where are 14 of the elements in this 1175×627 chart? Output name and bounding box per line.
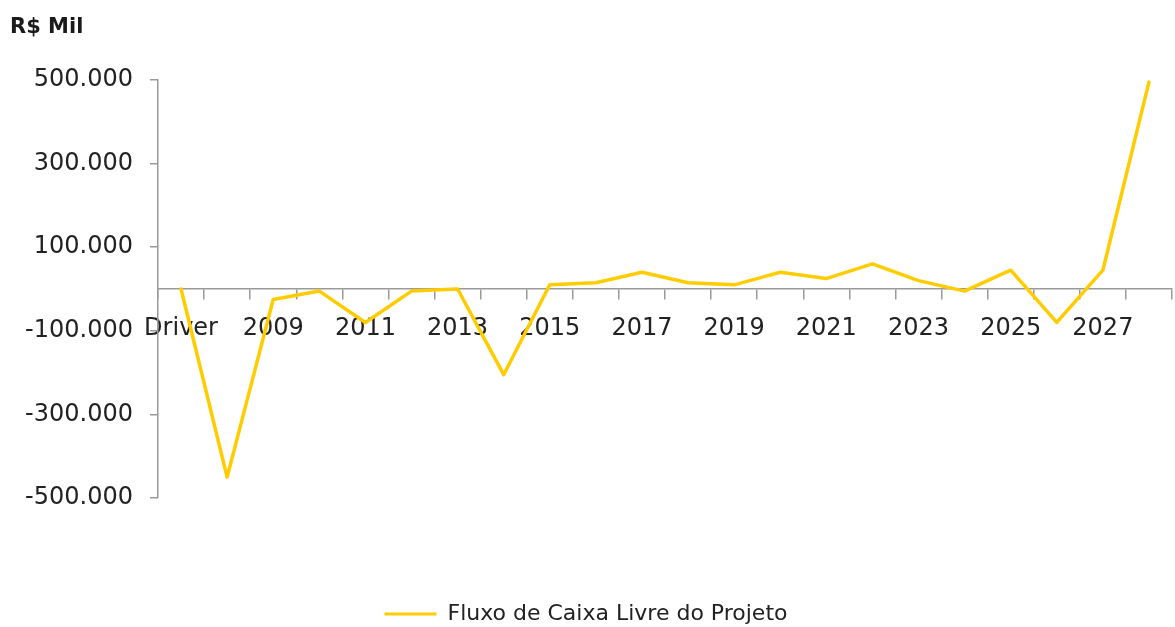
x-tick-label: 2017: [611, 312, 673, 341]
y-axis-title: R$ Mil: [10, 14, 84, 38]
x-tick-label: 2025: [980, 312, 1042, 341]
y-tick-label: -500.000: [25, 482, 133, 511]
y-tick-label: -300.000: [25, 398, 133, 427]
y-tick-label: 500.000: [33, 64, 133, 93]
y-tick-label: 300.000: [33, 147, 133, 176]
legend-label: Fluxo de Caixa Livre do Projeto: [447, 599, 788, 625]
y-tick-label: -100.000: [25, 315, 133, 344]
x-tick-label: 2019: [703, 312, 765, 341]
x-tick-label: 2027: [1072, 312, 1134, 341]
y-tick-label: 100.000: [33, 231, 133, 260]
x-tick-label: 2021: [795, 312, 857, 341]
x-tick-label: 2023: [887, 312, 950, 341]
